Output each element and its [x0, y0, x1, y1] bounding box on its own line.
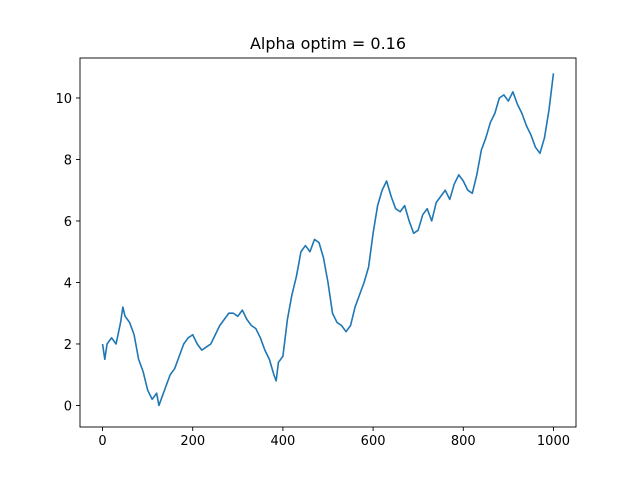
y-tick-label: 6 [64, 215, 72, 230]
series-line-0 [101, 73, 555, 407]
axes-frame [79, 57, 577, 428]
y-tick-label: 8 [64, 153, 72, 168]
x-tick-label: 400 [270, 434, 295, 449]
y-tick-label: 0 [64, 399, 72, 414]
y-tick-label: 10 [55, 92, 72, 107]
chart-title: Alpha optim = 0.16 [250, 34, 406, 53]
x-tick-label: 0 [98, 434, 106, 449]
x-tick-label: 200 [180, 434, 205, 449]
y-tick-label: 4 [64, 276, 72, 291]
y-tick-label: 2 [64, 338, 72, 353]
x-tick-label: 800 [451, 434, 476, 449]
x-tick-label: 600 [361, 434, 386, 449]
axes-layer: 0 200 400 600 800 1000 0 2 4 6 8 10 [55, 57, 577, 449]
series-layer [101, 73, 555, 407]
x-tick-label: 1000 [537, 434, 570, 449]
